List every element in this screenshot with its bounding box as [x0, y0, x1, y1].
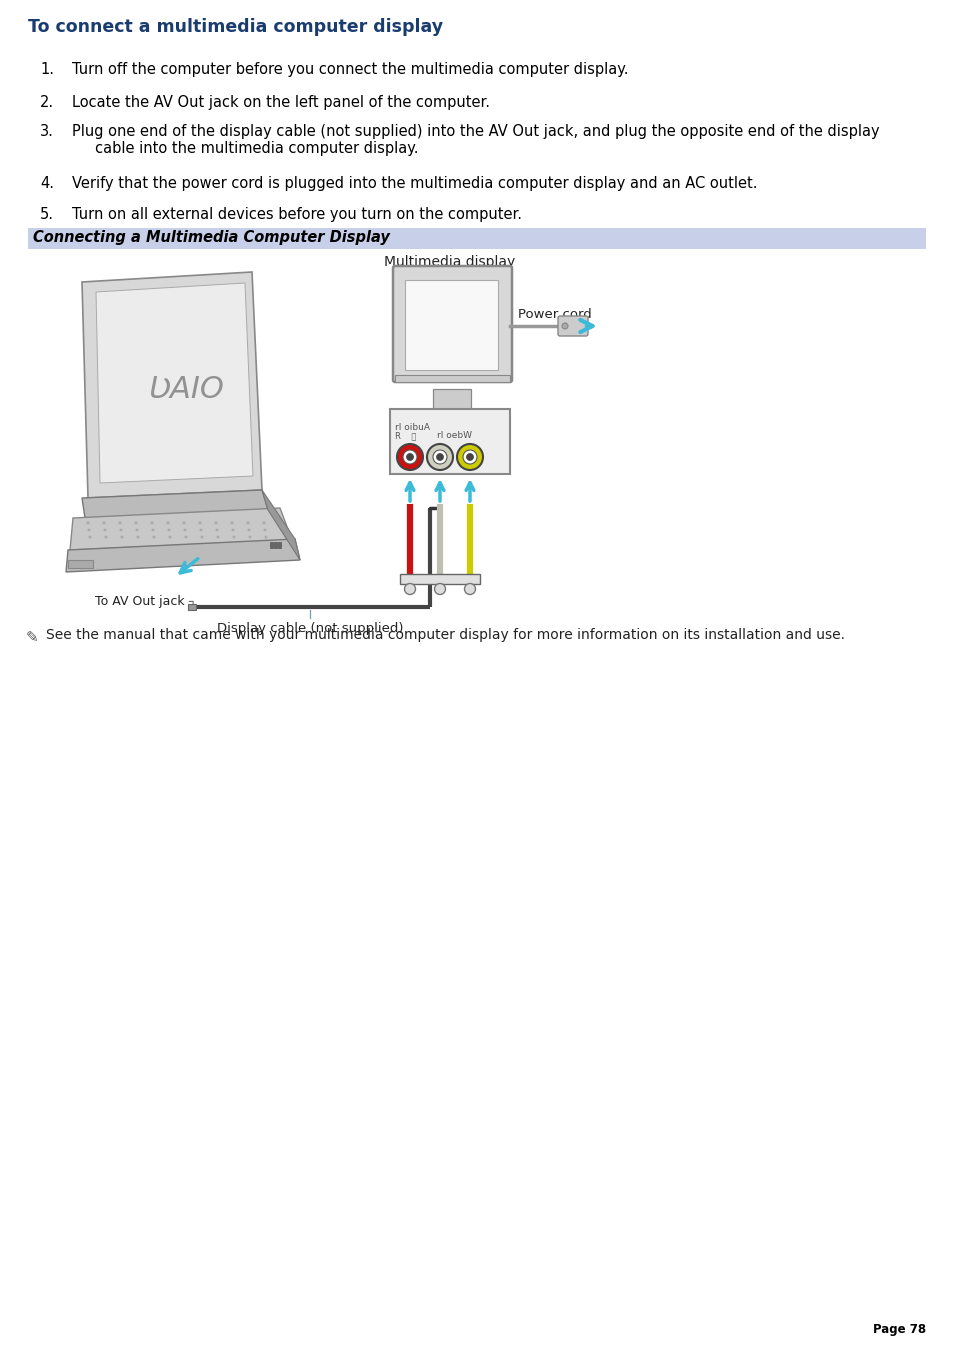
Circle shape — [214, 521, 217, 524]
Bar — [68, 561, 92, 567]
Circle shape — [152, 528, 154, 531]
Circle shape — [87, 521, 90, 524]
Polygon shape — [70, 508, 292, 550]
Text: Verify that the power cord is plugged into the multimedia computer display and a: Verify that the power cord is plugged in… — [71, 176, 757, 190]
Circle shape — [561, 323, 567, 330]
FancyBboxPatch shape — [558, 316, 587, 336]
Text: Power cord: Power cord — [517, 308, 591, 322]
Text: Page 78: Page 78 — [872, 1323, 925, 1336]
Circle shape — [262, 521, 265, 524]
Text: 2.: 2. — [40, 95, 54, 109]
Text: To AV Out jack: To AV Out jack — [95, 594, 185, 608]
Circle shape — [183, 528, 186, 531]
Bar — [395, 376, 510, 382]
Circle shape — [232, 528, 234, 531]
Bar — [274, 542, 276, 549]
Bar — [433, 389, 471, 409]
Circle shape — [102, 521, 106, 524]
Circle shape — [233, 535, 235, 539]
Circle shape — [264, 535, 267, 539]
Text: Display cable (not supplied): Display cable (not supplied) — [216, 621, 403, 635]
Circle shape — [120, 535, 123, 539]
Text: Connecting a Multimedia Computer Display: Connecting a Multimedia Computer Display — [33, 230, 390, 245]
Circle shape — [263, 528, 266, 531]
Circle shape — [231, 521, 233, 524]
Text: rl oebW: rl oebW — [436, 431, 472, 440]
Circle shape — [248, 535, 252, 539]
Text: Turn off the computer before you connect the multimedia computer display.: Turn off the computer before you connect… — [71, 62, 628, 77]
Circle shape — [168, 528, 171, 531]
Circle shape — [89, 535, 91, 539]
Circle shape — [216, 535, 219, 539]
Circle shape — [456, 444, 482, 470]
Circle shape — [167, 521, 170, 524]
Circle shape — [402, 450, 416, 463]
Circle shape — [88, 528, 91, 531]
Circle shape — [135, 528, 138, 531]
Text: Multimedia display: Multimedia display — [384, 255, 515, 269]
Bar — [277, 542, 281, 549]
Circle shape — [215, 528, 218, 531]
Circle shape — [406, 454, 413, 461]
Circle shape — [119, 528, 122, 531]
Text: 4.: 4. — [40, 176, 54, 190]
Text: 3.: 3. — [40, 124, 53, 139]
Circle shape — [200, 535, 203, 539]
Circle shape — [434, 584, 445, 594]
Circle shape — [136, 535, 139, 539]
Text: ƲAIO: ƲAIO — [148, 376, 224, 404]
Text: rl oibuA: rl oibuA — [395, 423, 430, 432]
Bar — [405, 280, 497, 370]
Bar — [28, 228, 925, 249]
Circle shape — [436, 454, 443, 461]
Polygon shape — [82, 272, 262, 499]
Text: Turn on all external devices before you turn on the computer.: Turn on all external devices before you … — [71, 207, 521, 222]
Circle shape — [433, 450, 447, 463]
Circle shape — [427, 444, 453, 470]
Circle shape — [462, 450, 476, 463]
Bar — [399, 574, 479, 584]
Circle shape — [152, 535, 155, 539]
Circle shape — [404, 584, 416, 594]
Text: Plug one end of the display cable (not supplied) into the AV Out jack, and plug : Plug one end of the display cable (not s… — [71, 124, 879, 157]
Circle shape — [105, 535, 108, 539]
Circle shape — [466, 454, 473, 461]
Circle shape — [118, 521, 121, 524]
Polygon shape — [66, 539, 299, 571]
Bar — [390, 409, 510, 474]
Polygon shape — [262, 490, 299, 561]
Text: ┐: ┐ — [188, 594, 196, 609]
Circle shape — [184, 535, 188, 539]
Bar — [188, 604, 195, 611]
FancyBboxPatch shape — [393, 266, 512, 382]
Text: 1.: 1. — [40, 62, 54, 77]
Polygon shape — [96, 282, 253, 484]
Circle shape — [396, 444, 422, 470]
Text: 5.: 5. — [40, 207, 54, 222]
Circle shape — [182, 521, 185, 524]
Circle shape — [169, 535, 172, 539]
Text: ✎: ✎ — [26, 630, 39, 644]
Text: To connect a multimedia computer display: To connect a multimedia computer display — [28, 18, 442, 36]
Circle shape — [103, 528, 107, 531]
Circle shape — [464, 584, 475, 594]
Circle shape — [247, 528, 251, 531]
Circle shape — [246, 521, 250, 524]
Circle shape — [198, 521, 201, 524]
Bar — [270, 542, 273, 549]
Text: R    ⎺: R ⎺ — [395, 431, 416, 440]
Circle shape — [151, 521, 153, 524]
Text: Locate the AV Out jack on the left panel of the computer.: Locate the AV Out jack on the left panel… — [71, 95, 490, 109]
Text: See the manual that came with your multimedia computer display for more informat: See the manual that came with your multi… — [46, 628, 844, 642]
Circle shape — [134, 521, 137, 524]
Circle shape — [199, 528, 202, 531]
Polygon shape — [82, 490, 268, 517]
